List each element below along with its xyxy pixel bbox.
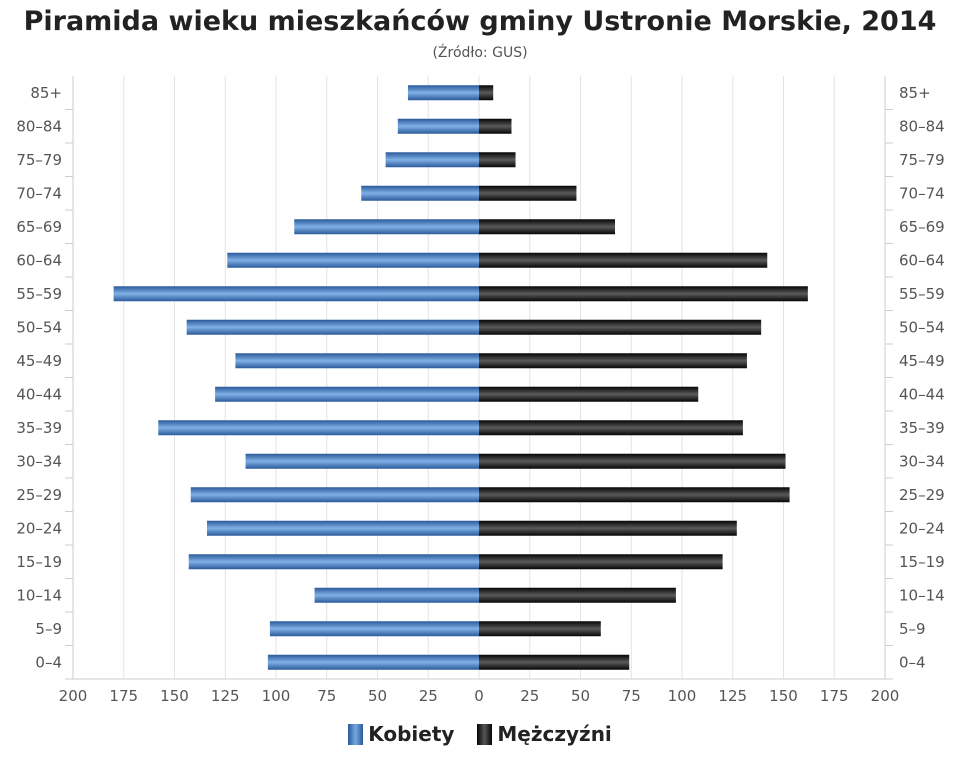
bar-male [479, 487, 790, 503]
y-tick-label-right: 80–84 [899, 117, 945, 135]
y-tick-label-left: 55–59 [16, 285, 62, 303]
bar-male [479, 185, 577, 201]
y-tick-label-right: 5–9 [899, 620, 926, 638]
x-tick-label: 175 [109, 687, 138, 705]
y-tick-label-left: 85+ [30, 84, 62, 102]
bar-female [397, 118, 479, 134]
bar-female [314, 587, 479, 603]
x-tick-label: 175 [820, 687, 849, 705]
bar-female [227, 252, 479, 268]
y-tick-label-right: 45–49 [899, 352, 945, 370]
y-tick-label-left: 70–74 [16, 184, 62, 202]
bar-female [186, 319, 479, 335]
y-tick-label-left: 10–14 [16, 586, 62, 604]
x-tick-label: 0 [474, 687, 484, 705]
y-tick-label-left: 40–44 [16, 385, 62, 403]
legend-item-female[interactable]: Kobiety [348, 722, 454, 746]
legend-label-female: Kobiety [368, 722, 455, 746]
legend-item-male[interactable]: Mężczyźni [477, 722, 612, 746]
y-tick-label-left: 15–19 [16, 553, 62, 571]
bar-female [215, 386, 479, 402]
y-tick-label-left: 30–34 [16, 452, 62, 470]
y-tick-label-right: 35–39 [899, 419, 945, 437]
y-tick-label-right: 65–69 [899, 218, 945, 236]
y-tick-label-right: 85+ [899, 84, 931, 102]
bar-female [245, 453, 479, 469]
x-tick-label: 125 [718, 687, 747, 705]
bar-female [190, 487, 480, 503]
y-tick-label-right: 20–24 [899, 519, 945, 537]
y-tick-label-left: 60–64 [16, 251, 62, 269]
bar-male [479, 152, 516, 168]
bar-male [479, 554, 723, 570]
y-tick-label-right: 0–4 [899, 653, 926, 671]
bar-female [407, 85, 479, 101]
bar-male [479, 252, 768, 268]
y-tick-label-right: 70–74 [899, 184, 945, 202]
y-tick-label-right: 50–54 [899, 318, 945, 336]
y-tick-label-right: 30–34 [899, 452, 945, 470]
legend-swatch-female [348, 723, 364, 745]
bar-male [479, 654, 630, 670]
y-tick-label-right: 40–44 [899, 385, 945, 403]
bar-male [479, 386, 699, 402]
y-tick-label-right: 15–19 [899, 553, 945, 571]
bar-female [188, 554, 479, 570]
chart-title: Piramida wieku mieszkańców gminy Ustroni… [23, 6, 937, 37]
x-tick-label: 25 [419, 687, 438, 705]
bar-male [479, 621, 601, 637]
y-tick-label-right: 10–14 [899, 586, 945, 604]
x-tick-label: 75 [622, 687, 641, 705]
bar-female [269, 621, 479, 637]
bar-male [479, 353, 747, 369]
x-tick-label: 200 [59, 687, 88, 705]
legend: Kobiety Mężczyźni [0, 722, 960, 750]
bar-male [479, 453, 786, 469]
legend-label-male: Mężczyźni [497, 722, 612, 746]
bar-female [158, 420, 479, 436]
y-tick-label-left: 80–84 [16, 117, 62, 135]
bar-female [206, 520, 480, 536]
legend-swatch-male [477, 723, 493, 745]
x-tick-label: 100 [668, 687, 697, 705]
bar-female [361, 185, 479, 201]
y-tick-label-right: 60–64 [899, 251, 945, 269]
bar-female [294, 219, 479, 235]
bar-female [113, 286, 479, 302]
y-tick-label-left: 0–4 [35, 653, 62, 671]
y-tick-label-right: 25–29 [899, 486, 945, 504]
x-tick-label: 75 [317, 687, 336, 705]
y-tick-label-right: 55–59 [899, 285, 945, 303]
x-tick-label: 50 [368, 687, 387, 705]
x-tick-label: 100 [262, 687, 291, 705]
x-tick-label: 25 [520, 687, 539, 705]
y-tick-label-left: 5–9 [35, 620, 62, 638]
x-tick-label: 150 [160, 687, 189, 705]
x-tick-label: 50 [571, 687, 590, 705]
y-tick-label-left: 45–49 [16, 352, 62, 370]
bar-male [479, 520, 737, 536]
chart-subtitle: (Źródło: GUS) [432, 45, 528, 61]
y-tick-label-left: 65–69 [16, 218, 62, 236]
bar-male [479, 85, 494, 101]
y-tick-label-left: 20–24 [16, 519, 62, 537]
y-tick-label-left: 35–39 [16, 419, 62, 437]
x-tick-label: 200 [871, 687, 900, 705]
bar-female [385, 152, 479, 168]
bar-male [479, 286, 808, 302]
bar-male [479, 219, 616, 235]
bar-male [479, 118, 512, 134]
x-tick-label: 150 [769, 687, 798, 705]
y-tick-label-left: 25–29 [16, 486, 62, 504]
bar-female [235, 353, 479, 369]
y-tick-label-left: 75–79 [16, 151, 62, 169]
y-tick-label-right: 75–79 [899, 151, 945, 169]
bar-male [479, 587, 676, 603]
y-tick-label-left: 50–54 [16, 318, 62, 336]
bar-male [479, 319, 762, 335]
bar-male [479, 420, 743, 436]
bar-female [267, 654, 479, 670]
x-tick-label: 125 [211, 687, 240, 705]
